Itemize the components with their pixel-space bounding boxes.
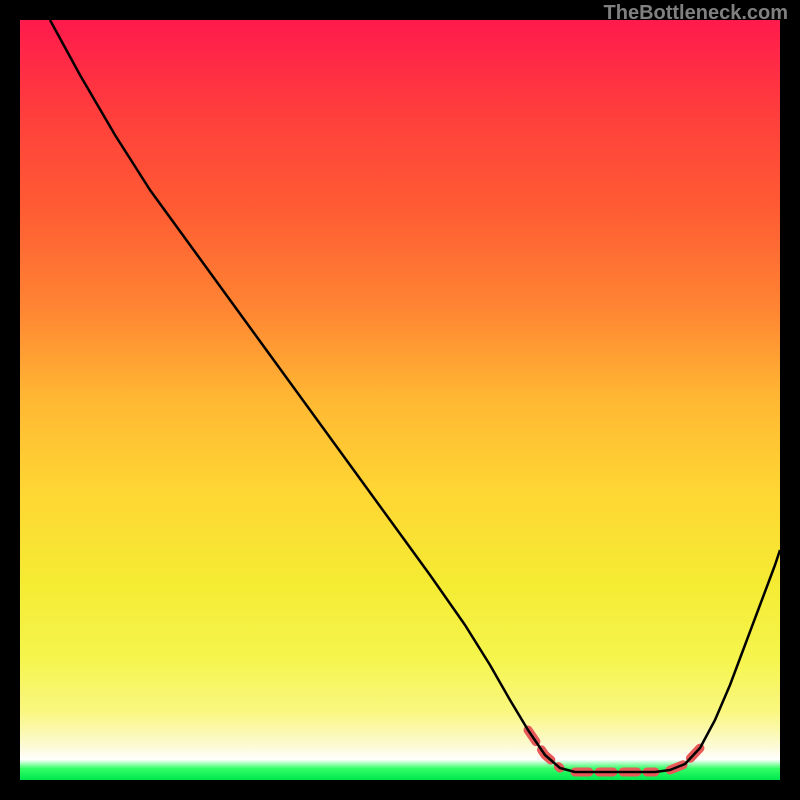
curve-highlight: [528, 730, 700, 772]
bottleneck-curve: [50, 20, 780, 772]
plot-area: [20, 20, 780, 780]
chart-curve: [20, 20, 780, 780]
watermark-text: TheBottleneck.com: [604, 2, 788, 25]
